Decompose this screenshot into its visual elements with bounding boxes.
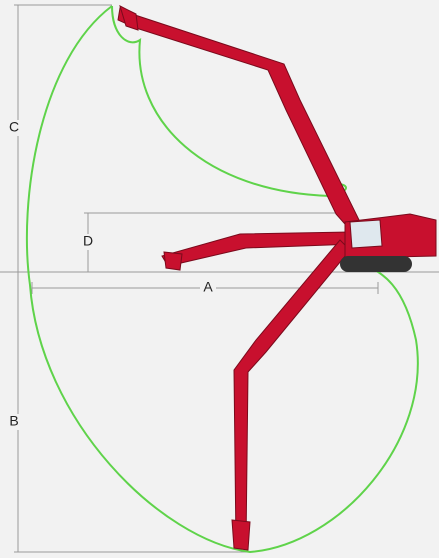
excavator-working-range: C D A B: [0, 0, 439, 558]
background: [0, 0, 439, 558]
label-b: B: [9, 413, 18, 429]
label-a: A: [203, 279, 213, 295]
label-d: D: [83, 233, 93, 249]
label-c: C: [9, 119, 19, 135]
